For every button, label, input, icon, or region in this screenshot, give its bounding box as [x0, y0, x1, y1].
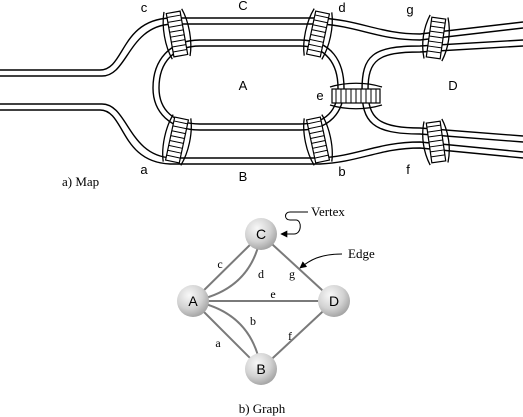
- bridge-label-c: c: [141, 0, 148, 15]
- graph-node-a: [177, 285, 209, 317]
- graph-edge-label-d: d: [258, 267, 264, 281]
- graph-edge-label-c: c: [217, 257, 222, 271]
- graph-caption: b) Graph: [239, 401, 286, 416]
- bridge-c: [162, 8, 192, 60]
- graph-edge-label-g: g: [289, 267, 295, 281]
- map-caption: a) Map: [62, 174, 99, 189]
- bridge-label-g: g: [406, 2, 413, 17]
- bridge-a: [162, 114, 192, 166]
- edge-callout-label: Edge: [348, 246, 375, 261]
- land-label-b: B: [239, 169, 248, 184]
- graph-node-c: [245, 218, 277, 250]
- bridge-b: [303, 114, 333, 166]
- graph-edge-label-f: f: [288, 329, 292, 343]
- bridge-label-b: b: [338, 164, 345, 179]
- bridge-d: [303, 8, 333, 60]
- graph-edge-label-a: a: [215, 336, 221, 350]
- land-label-c: C: [238, 0, 247, 13]
- graph-node-d: [318, 285, 350, 317]
- edge-callout-line: [299, 253, 343, 269]
- land-label-d: D: [448, 78, 457, 93]
- bridge-f: [422, 118, 450, 166]
- graph-diagram: [192, 233, 335, 370]
- bridge-label-f: f: [406, 162, 410, 177]
- map-diagram: [0, 17, 523, 165]
- graph-nodes: [177, 218, 350, 385]
- graph-edge-label-e: e: [270, 287, 275, 301]
- graph-node-labels: C A D B: [188, 226, 339, 377]
- edge-g: [260, 233, 335, 302]
- south-bank-inner: [0, 109, 523, 165]
- island-d-outer: [367, 45, 523, 137]
- graph-node-label-d: D: [329, 293, 339, 309]
- callouts: [280, 211, 343, 269]
- graph-node-label-b: B: [256, 361, 265, 377]
- edge-f: [260, 300, 335, 370]
- bridge-label-a: a: [140, 162, 148, 177]
- graph-node-label-c: C: [256, 226, 266, 242]
- bridge-label-e: e: [316, 88, 323, 103]
- graph-node-label-a: A: [188, 293, 198, 309]
- graph-edge-labels: c d g e b a f: [215, 257, 295, 350]
- bridge-g: [422, 14, 450, 62]
- bridges: [162, 8, 450, 166]
- bridge-e: [329, 82, 383, 110]
- edge-a: [192, 300, 262, 370]
- graph-edge-label-b: b: [250, 314, 256, 328]
- north-bank-inner: [0, 23, 523, 77]
- vertex-callout-line: [280, 211, 308, 238]
- bridge-label-d: d: [338, 0, 345, 15]
- map-labels: C A B D c d g e a b f: [140, 0, 457, 184]
- land-label-a: A: [239, 78, 248, 93]
- vertex-callout-label: Vertex: [311, 204, 345, 219]
- island-a-outline: [152, 39, 345, 131]
- island-a-inner-outline: [158, 45, 339, 125]
- graph-node-b: [245, 353, 277, 385]
